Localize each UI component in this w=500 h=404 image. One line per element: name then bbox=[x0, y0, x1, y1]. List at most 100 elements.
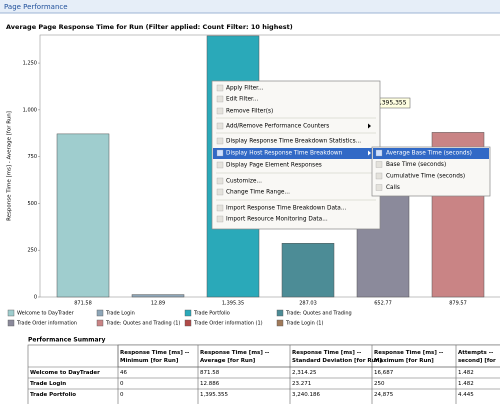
legend-label: Welcome to DayTrader bbox=[17, 311, 75, 317]
legend-swatch bbox=[276, 319, 284, 327]
column-header: Response Time [ms] --Average [for Run] bbox=[200, 350, 269, 364]
table-cell: 46 bbox=[120, 370, 127, 376]
y-tick-label: 500 bbox=[27, 201, 37, 207]
chart-title: Average Page Response Time for Run (Filt… bbox=[6, 23, 293, 31]
menu-highlight bbox=[213, 148, 373, 159]
menu-icon bbox=[216, 149, 224, 157]
submenu-item[interactable]: Average Base Time (seconds) bbox=[386, 151, 472, 157]
legend-swatch bbox=[184, 319, 192, 327]
submenu-item[interactable]: Calls bbox=[386, 185, 400, 191]
menu-item[interactable]: Display Host Response Time Breakdown bbox=[226, 151, 343, 157]
legend-swatch bbox=[7, 309, 15, 317]
menu-icon bbox=[216, 95, 224, 103]
table-cell: 250 bbox=[374, 381, 385, 387]
table-title: Performance Summary bbox=[28, 337, 106, 344]
table-cell: 2,314.25 bbox=[292, 370, 317, 376]
legend-label: Trade Order information (1) bbox=[193, 321, 263, 327]
table-cell: 1.482 bbox=[458, 370, 474, 376]
y-tick-label: 750 bbox=[27, 154, 37, 160]
header-bar bbox=[0, 0, 500, 13]
legend-swatch bbox=[276, 309, 284, 317]
table-cell: 16,687 bbox=[374, 370, 394, 376]
table: Response Time [ms] --Minimum [for Run] Re… bbox=[27, 344, 500, 404]
menu-icon bbox=[216, 177, 224, 185]
bar[interactable] bbox=[131, 294, 185, 298]
value-label: 287.03 bbox=[299, 301, 317, 307]
plot-frame bbox=[39, 34, 500, 298]
menu-item[interactable]: Import Resource Monitoring Data... bbox=[226, 217, 328, 223]
menu-icon bbox=[216, 204, 224, 212]
menu-icon bbox=[216, 137, 224, 145]
legend-swatch bbox=[96, 319, 104, 327]
value-label: 871.58 bbox=[74, 301, 92, 307]
table-cell: 23.271 bbox=[292, 381, 311, 387]
table-cell: Trade Portfolio bbox=[30, 392, 76, 398]
menu-icon bbox=[216, 215, 224, 223]
table-cell: 0 bbox=[120, 381, 124, 387]
menu-item[interactable]: Add/Remove Performance Counters bbox=[226, 124, 329, 130]
menu-item[interactable]: Import Response Time Breakdown Data... bbox=[226, 206, 347, 212]
context-menu: Apply Filter... Edit Filter... Remove Filt… bbox=[211, 80, 491, 230]
table-cell: 24,875 bbox=[374, 392, 394, 398]
column-header: Response Time [ms] --Standard Deviation … bbox=[292, 350, 382, 364]
menu-item[interactable]: Apply Filter... bbox=[226, 86, 264, 92]
menu-items: Apply Filter... Edit Filter... Remove Filt… bbox=[216, 84, 376, 223]
legend-swatch bbox=[96, 309, 104, 317]
table-cell: 12.886 bbox=[200, 381, 220, 387]
menu-item[interactable]: Edit Filter... bbox=[226, 97, 259, 103]
header-title: Page Performance bbox=[4, 3, 68, 11]
table-cell: 1,395.355 bbox=[200, 392, 228, 398]
submenu-icon bbox=[375, 161, 383, 168]
menu-icon bbox=[216, 161, 224, 169]
legend-label: Trade Login bbox=[105, 311, 135, 317]
menu-icon bbox=[216, 188, 224, 196]
submenu-icon bbox=[375, 149, 383, 157]
table-cell: 3,240.186 bbox=[292, 392, 320, 398]
y-axis-label: Response Time [ms] - Average [for Run] bbox=[7, 111, 13, 221]
submenu-item[interactable]: Base Time (seconds) bbox=[386, 162, 446, 168]
table-cell: 0 bbox=[120, 392, 124, 398]
table-cell: 1.482 bbox=[458, 381, 474, 387]
y-tick-label: 250 bbox=[27, 248, 37, 254]
value-label: 1,395.35 bbox=[222, 301, 244, 307]
header-bg bbox=[117, 344, 500, 368]
y-tick-label: 1,250 bbox=[23, 61, 37, 67]
submenu-arrow bbox=[368, 123, 371, 129]
submenu-item[interactable]: Cumulative Time (seconds) bbox=[386, 174, 465, 180]
bar[interactable] bbox=[281, 243, 335, 298]
value-label: 879.57 bbox=[449, 301, 467, 307]
legend-label: Trade: Quotes and Trading (1) bbox=[105, 321, 180, 327]
submenu-icon bbox=[375, 184, 383, 191]
menu-item[interactable]: Remove Filter(s) bbox=[226, 109, 273, 115]
submenu-icon bbox=[375, 172, 383, 180]
legend-swatch bbox=[184, 309, 192, 317]
legend-label: Trade Login (1) bbox=[285, 321, 323, 327]
menu-icon bbox=[216, 84, 224, 92]
menu-item[interactable]: Display Response Time Breakdown Statisti… bbox=[226, 139, 361, 145]
bar[interactable] bbox=[56, 133, 110, 298]
value-label: 12.89 bbox=[151, 301, 165, 307]
table-cell: Welcome to DayTrader bbox=[30, 370, 100, 376]
submenu-arrow bbox=[368, 150, 371, 156]
table-cell: 871.58 bbox=[200, 370, 220, 376]
legend-label: Trade Order information bbox=[16, 321, 77, 327]
value-label: 652.77 bbox=[374, 301, 392, 307]
table-cell: Trade Login bbox=[30, 381, 66, 387]
legend-label: Trade: Quotes and Trading bbox=[285, 311, 352, 317]
submenu-highlight bbox=[373, 148, 489, 159]
legend-swatch bbox=[7, 319, 15, 327]
column-header: Attempts --second] [for bbox=[458, 350, 496, 364]
y-tick-label: 1,000 bbox=[23, 107, 37, 113]
y-tick-label: 0 bbox=[34, 295, 37, 301]
submenu-items: Average Base Time (seconds) Base Time (se… bbox=[375, 149, 472, 191]
menu-item[interactable]: Display Page Element Responses bbox=[226, 163, 322, 169]
legend-label: Trade Portfolio bbox=[193, 311, 230, 317]
menu-item[interactable]: Change Time Range... bbox=[226, 190, 290, 196]
menu-item[interactable]: Customize... bbox=[226, 179, 262, 185]
legend: Welcome to DayTrader Trade Login Trade Por… bbox=[7, 309, 352, 327]
column-header: Response Time [ms] --Minimum [for Run] bbox=[120, 350, 189, 364]
table-cell: 4.445 bbox=[458, 392, 474, 398]
column-header: Response Time [ms] --Maximum [for Run] bbox=[374, 350, 443, 364]
